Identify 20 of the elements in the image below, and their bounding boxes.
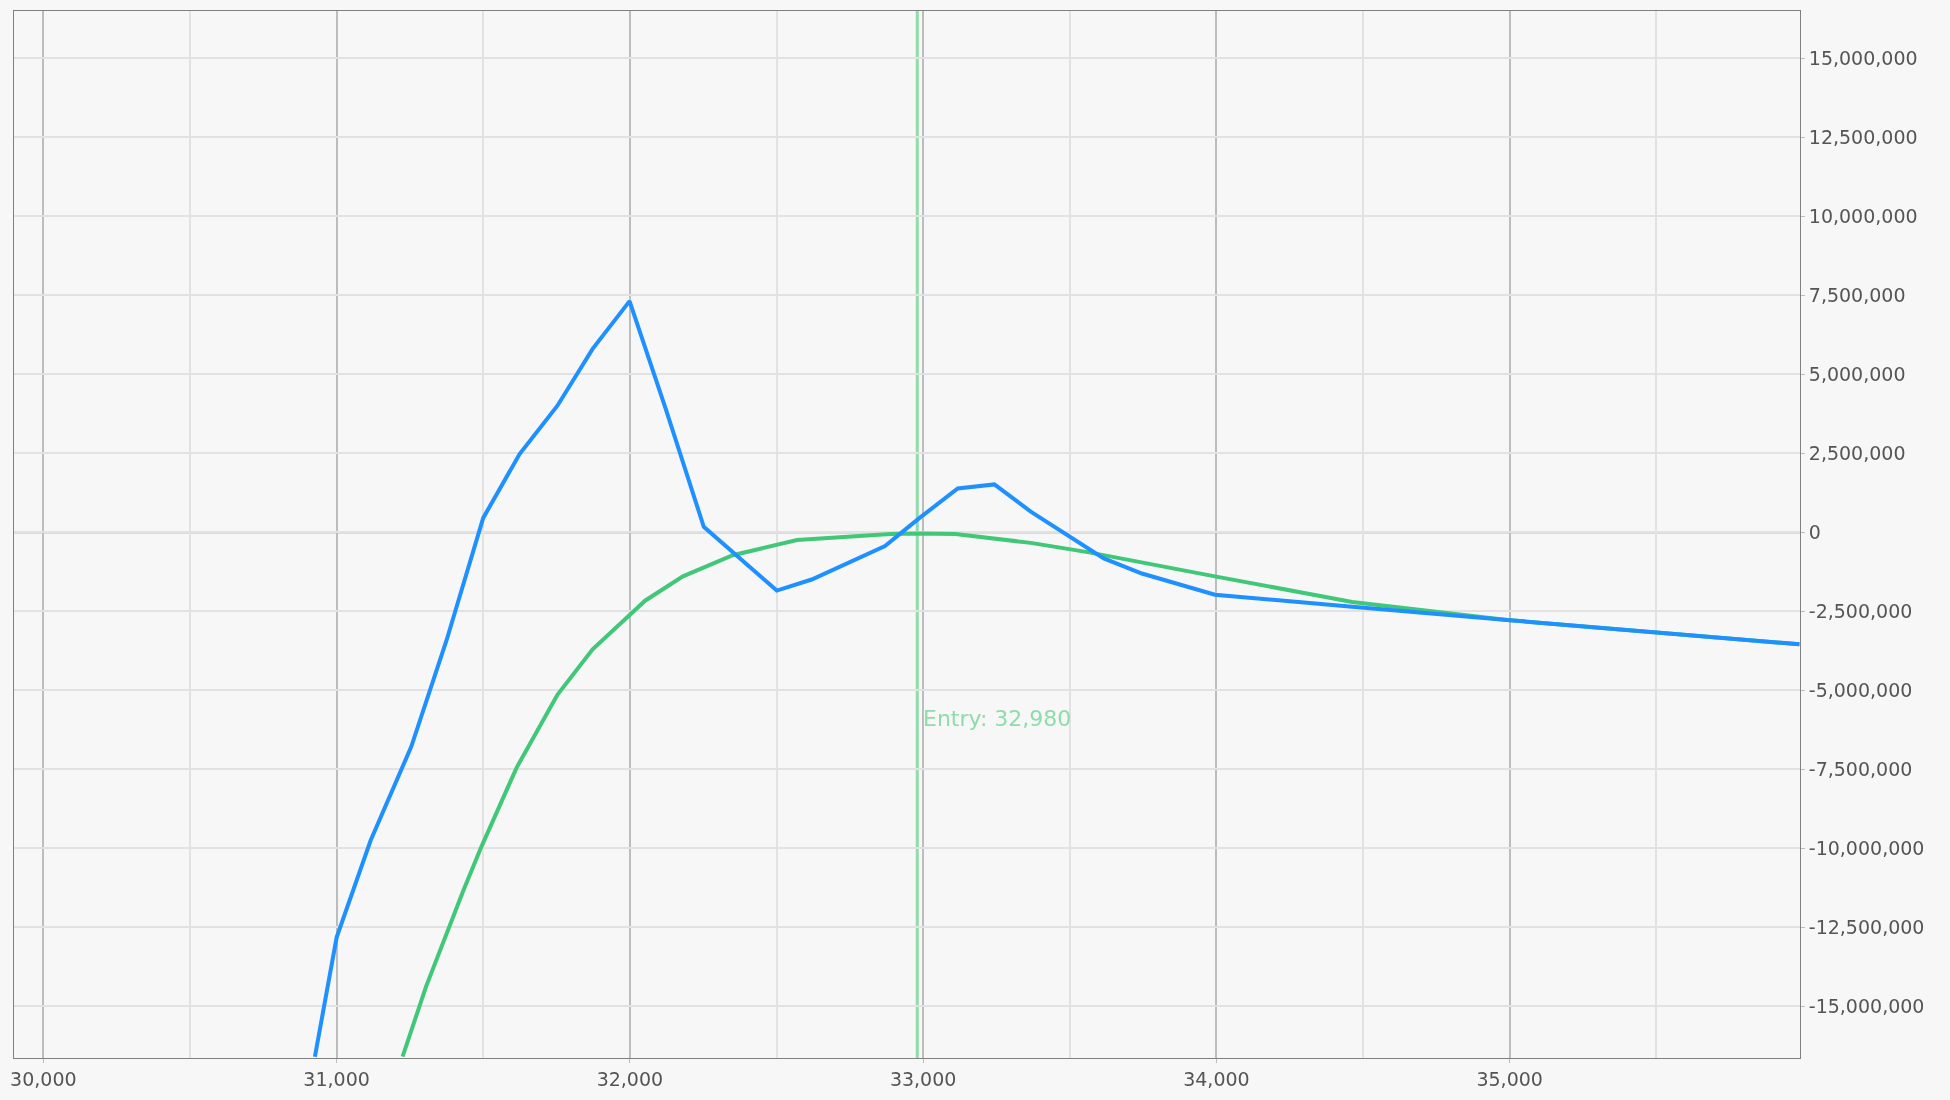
y-tick-label: 15,000,000 xyxy=(1808,46,1918,69)
y-tick-label: -2,500,000 xyxy=(1808,599,1913,622)
x-tick-label: 34,000 xyxy=(1183,1067,1250,1090)
x-tick-label: 31,000 xyxy=(303,1067,370,1090)
y-tick-label: 7,500,000 xyxy=(1808,283,1906,306)
y-tick-label: -10,000,000 xyxy=(1808,836,1925,859)
x-tick-label: 35,000 xyxy=(1476,1067,1543,1090)
x-tick-label: 30,000 xyxy=(10,1067,77,1090)
y-tick-label: -12,500,000 xyxy=(1808,915,1925,938)
y-tick-label: -15,000,000 xyxy=(1808,994,1925,1017)
x-tick-label: 32,000 xyxy=(596,1067,664,1090)
x-tick-label: 33,000 xyxy=(889,1067,957,1090)
y-tick-label: -5,000,000 xyxy=(1808,678,1913,701)
y-tick-label: 0 xyxy=(1808,520,1821,543)
y-tick-label: 10,000,000 xyxy=(1808,204,1918,227)
y-tick-label: 12,500,000 xyxy=(1808,125,1918,148)
y-tick-label: 2,500,000 xyxy=(1808,441,1906,464)
ref-line-label: Entry: 32,980 xyxy=(923,706,1072,731)
y-tick-label: 5,000,000 xyxy=(1808,362,1906,385)
y-tick-label: -7,500,000 xyxy=(1808,757,1913,780)
